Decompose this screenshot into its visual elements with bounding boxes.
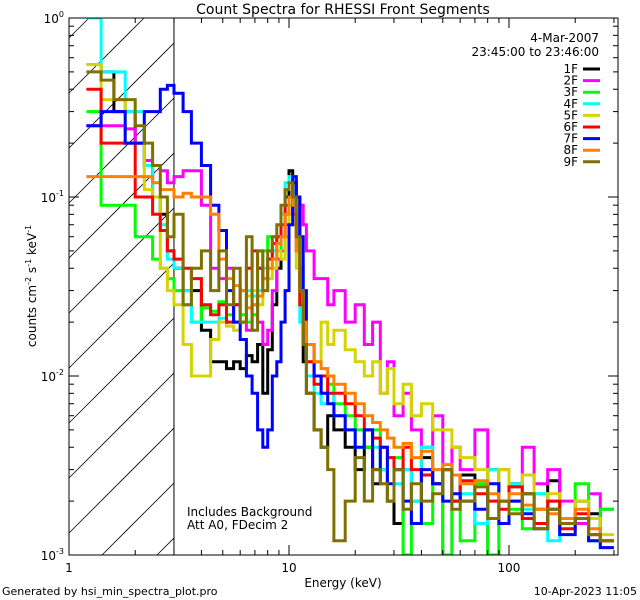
y-tick-label: 10-1 [41,189,64,205]
plot-frame [68,17,619,556]
axis-ticks [68,17,618,556]
legend-label-2F: 2F [563,74,578,88]
tick-labels: 1 10 100 100 10-1 10-2 10-3 [41,10,521,575]
legend-label-6F: 6F [563,120,578,134]
legend-label-3F: 3F [563,85,578,99]
legend-label-8F: 8F [563,143,578,157]
legend-label-5F: 5F [563,108,578,122]
annotation-attenuator: Att A0, FDecim 2 [187,518,288,532]
hatch-line [68,17,145,94]
hatch-line [101,482,175,556]
hatch-line [68,207,175,314]
hatch-line [68,427,175,534]
y-tick-label: 100 [44,10,64,26]
chart-title: Count Spectra for RHESSI Front Segments [196,2,490,18]
x-axis-label: Energy (keV) [304,576,381,590]
hatch-line [68,97,175,204]
legend-label-9F: 9F [563,155,578,169]
hatch-line [68,42,175,149]
footer-generated-by: Generated by hsi_min_spectra_plot.pro [2,585,218,598]
hatch-line [68,317,175,424]
date-label: 4-Mar-2007 [530,31,599,45]
time-range-label: 23:45:00 to 23:46:00 [472,45,599,59]
hatch-line [68,17,90,39]
series-group [86,18,614,555]
hatch-line [68,372,175,479]
x-tick-label: 1 [65,561,73,575]
annotation-background: Includes Background [187,505,312,519]
x-tick-label: 10 [281,561,296,575]
series-9F [86,70,614,543]
y-axis-label: counts cm-2 s-1 keV-1 [24,225,39,347]
y-tick-label: 10-3 [41,547,64,563]
x-tick-label: 100 [498,561,521,575]
hatch-line [68,262,175,369]
footer-timestamp: 10-Apr-2023 11:05 [534,585,637,598]
series-2F [86,124,614,555]
hatch-line [156,537,175,556]
legend-label-7F: 7F [563,132,578,146]
y-tick-label: 10-2 [41,368,64,384]
legend-label-4F: 4F [563,97,578,111]
legend-label-1F: 1F [563,62,578,76]
